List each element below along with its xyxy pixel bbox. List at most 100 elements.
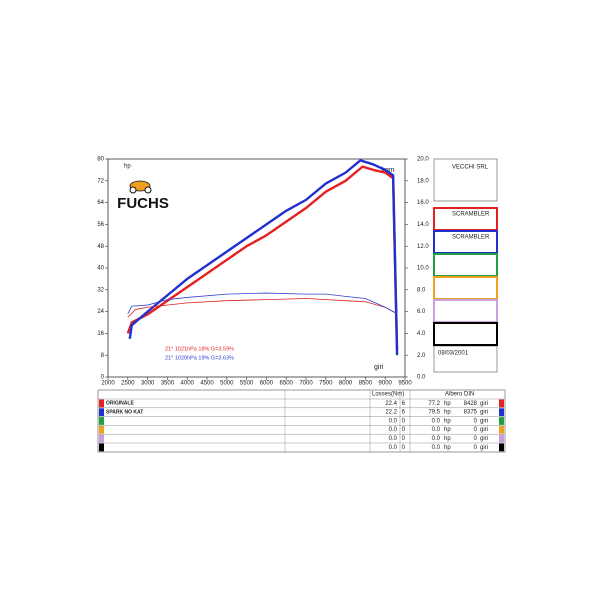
row-rpm-unit: giri xyxy=(480,401,488,407)
row-losses: 0.0 xyxy=(389,418,398,424)
y2-tick-label: 6.0 xyxy=(417,309,426,315)
row-power-unit: hp xyxy=(444,427,451,433)
x-tick-label: 6500 xyxy=(280,381,294,387)
y-tick-label: 8 xyxy=(101,353,105,359)
row-swatch xyxy=(99,408,104,417)
y-tick-label: 72 xyxy=(97,178,104,184)
x-tick-label: 8000 xyxy=(339,381,353,387)
row-n: 0 xyxy=(402,427,406,433)
power-line xyxy=(126,165,399,350)
row-swatch xyxy=(499,443,504,452)
row-losses: 22.4 xyxy=(385,401,397,407)
y2-tick-label: 0.0 xyxy=(417,375,426,381)
row-n: 0 xyxy=(402,418,406,424)
row-power: 0.0 xyxy=(432,427,441,433)
row-power: 79.5 xyxy=(428,410,440,416)
x-tick-label: 9000 xyxy=(379,381,393,387)
x-tick-label: 4500 xyxy=(200,381,214,387)
y-tick-label: 0 xyxy=(101,375,105,381)
x-tick-label: 3000 xyxy=(141,381,155,387)
date: 08/03/2001 xyxy=(438,351,469,357)
x-tick-label: 5500 xyxy=(240,381,254,387)
legend-slot-label: SCRAMBLER xyxy=(452,235,490,241)
y2-tick-label: 10.0 xyxy=(417,266,429,272)
table-header: Losses(Nm) xyxy=(372,392,404,398)
row-n: 0 xyxy=(402,445,406,451)
row-swatch xyxy=(499,417,504,425)
legend-slot xyxy=(433,299,498,323)
row-losses: 0.0 xyxy=(389,436,398,442)
x-tick-label: 5000 xyxy=(220,381,234,387)
row-swatch xyxy=(499,408,504,417)
row-power-unit: hp xyxy=(444,436,451,442)
torque-line xyxy=(127,292,398,315)
y-tick-label: 64 xyxy=(97,200,104,206)
x-tick-label: 7500 xyxy=(319,381,333,387)
row-rpm: 0 xyxy=(474,427,478,433)
row-name: SPARK NO KAT xyxy=(106,409,143,415)
row-power: 0.0 xyxy=(432,436,441,442)
x-axis-label: giri xyxy=(374,364,384,371)
y-tick-label: 56 xyxy=(97,222,104,228)
row-rpm: 0 xyxy=(474,445,478,451)
row-swatch xyxy=(99,399,104,408)
legend-slot xyxy=(433,253,498,277)
torque-line xyxy=(127,298,398,318)
x-tick-label: 4000 xyxy=(181,381,195,387)
y-tick-label: 80 xyxy=(97,157,104,163)
plot-frame xyxy=(107,158,406,378)
logo: FUCHS xyxy=(117,195,169,212)
row-rpm-unit: giri xyxy=(480,410,488,416)
torque-label: kgm xyxy=(381,167,394,174)
row-power: 0.0 xyxy=(432,445,441,451)
y-tick-label: 32 xyxy=(97,287,104,293)
row-rpm-unit: giri xyxy=(480,418,488,424)
y2-tick-label: 18.0 xyxy=(417,178,429,184)
company: VECCHI SRL xyxy=(452,165,489,171)
y2-tick-label: 4.0 xyxy=(417,331,426,337)
row-rpm-unit: giri xyxy=(480,427,488,433)
row-swatch xyxy=(499,399,504,408)
y2-tick-label: 12.0 xyxy=(417,244,429,250)
date-box xyxy=(433,345,498,373)
row-rpm-unit: giri xyxy=(480,436,488,442)
y-tick-label: 48 xyxy=(97,244,104,250)
row-rpm: 8375 xyxy=(464,410,478,416)
row-power-unit: hp xyxy=(444,401,451,407)
row-swatch xyxy=(99,425,104,434)
y2-tick-label: 8.0 xyxy=(417,287,426,293)
logo-icon xyxy=(129,180,152,194)
row-n: 6 xyxy=(402,401,406,407)
row-power: 0.0 xyxy=(432,418,441,424)
row-power-unit: hp xyxy=(444,445,451,451)
x-tick-label: 6000 xyxy=(260,381,274,387)
row-power-unit: hp xyxy=(444,410,451,416)
row-n: 0 xyxy=(402,436,406,442)
row-losses: 0.0 xyxy=(389,427,398,433)
x-tick-label: 7000 xyxy=(299,381,313,387)
row-swatch xyxy=(499,425,504,434)
row-power-unit: hp xyxy=(444,418,451,424)
row-swatch xyxy=(99,434,104,443)
y2-tick-label: 20.0 xyxy=(417,157,429,163)
y2-tick-label: 14.0 xyxy=(417,222,429,228)
annotation: 21° 1020hPa 19% G=3.63% xyxy=(165,355,234,361)
row-losses: 0.0 xyxy=(389,445,398,451)
x-tick-label: 2000 xyxy=(101,381,115,387)
table-frame xyxy=(97,389,506,453)
y-tick-label: 16 xyxy=(97,331,104,337)
annotation: 21° 1021hPa 18% G=3.59% xyxy=(165,346,234,352)
row-rpm-unit: giri xyxy=(480,445,488,451)
x-tick-label: 8500 xyxy=(359,381,373,387)
table-header: Albero DIN xyxy=(445,392,474,398)
row-swatch xyxy=(99,443,104,452)
row-power: 77.2 xyxy=(428,401,440,407)
legend-slot xyxy=(433,322,498,346)
row-n: 6 xyxy=(402,410,406,416)
legend-slot xyxy=(433,276,498,300)
legend-slot-label: SCRAMBLER xyxy=(452,212,490,218)
y-tick-label: 24 xyxy=(97,309,104,315)
row-rpm: 8428 xyxy=(464,401,478,407)
x-tick-label: 2500 xyxy=(121,381,135,387)
